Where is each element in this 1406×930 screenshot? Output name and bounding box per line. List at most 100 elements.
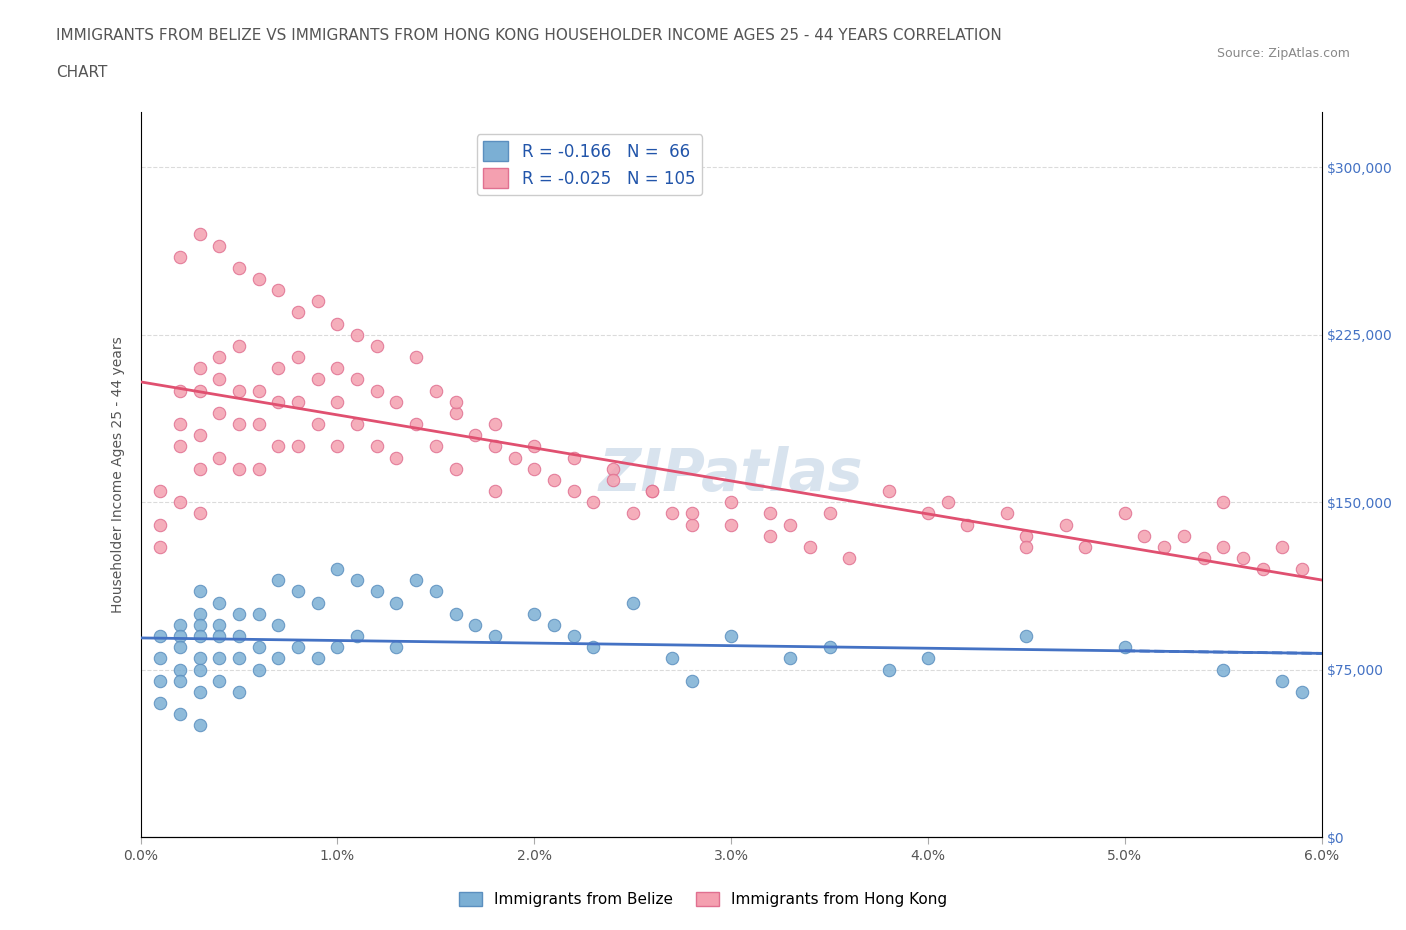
Point (818, 640, 841, 655)
Point (267, 573, 290, 588)
Point (169, 662, 191, 677)
Point (1192, 551, 1215, 565)
Point (326, 640, 349, 655)
Point (247, 272, 270, 286)
Point (169, 629, 191, 644)
Point (562, 450, 585, 465)
Point (366, 584, 388, 599)
Point (444, 461, 467, 476)
Point (188, 428, 211, 443)
Point (149, 484, 172, 498)
Point (188, 383, 211, 398)
Point (661, 651, 683, 666)
Point (188, 584, 211, 599)
Point (444, 606, 467, 621)
Point (818, 506, 841, 521)
Point (464, 618, 486, 632)
Point (1114, 640, 1136, 655)
Point (326, 562, 349, 577)
Point (366, 339, 388, 353)
Point (247, 662, 270, 677)
Point (1251, 562, 1274, 577)
Point (484, 484, 506, 498)
Point (149, 651, 172, 666)
Point (326, 439, 349, 454)
Point (169, 618, 191, 632)
Point (681, 673, 703, 688)
Point (287, 394, 309, 409)
Text: Source: ZipAtlas.com: Source: ZipAtlas.com (1216, 46, 1350, 60)
Point (287, 584, 309, 599)
Point (523, 439, 546, 454)
Y-axis label: Householder Income Ages 25 - 44 years: Householder Income Ages 25 - 44 years (111, 336, 125, 613)
Point (444, 405, 467, 420)
Point (385, 595, 408, 610)
Point (228, 684, 250, 699)
Point (484, 417, 506, 432)
Point (1212, 539, 1234, 554)
Point (188, 684, 211, 699)
Point (208, 350, 231, 365)
Point (228, 606, 250, 621)
Point (582, 640, 605, 655)
Point (307, 595, 329, 610)
Point (208, 238, 231, 253)
Point (287, 350, 309, 365)
Point (169, 383, 191, 398)
Point (484, 629, 506, 644)
Point (759, 506, 782, 521)
Point (602, 461, 624, 476)
Point (720, 517, 742, 532)
Point (1153, 539, 1175, 554)
Point (385, 394, 408, 409)
Point (228, 339, 250, 353)
Point (228, 629, 250, 644)
Point (1291, 684, 1313, 699)
Point (1232, 551, 1254, 565)
Point (405, 573, 427, 588)
Point (385, 450, 408, 465)
Point (228, 461, 250, 476)
Point (346, 372, 368, 387)
Point (503, 450, 526, 465)
Point (405, 350, 427, 365)
Point (228, 651, 250, 666)
Point (1114, 506, 1136, 521)
Point (917, 651, 939, 666)
Point (267, 394, 290, 409)
Point (307, 294, 329, 309)
Point (326, 361, 349, 376)
Point (562, 629, 585, 644)
Point (267, 283, 290, 298)
Point (287, 439, 309, 454)
Point (149, 696, 172, 711)
Point (444, 394, 467, 409)
Point (208, 595, 231, 610)
Point (405, 417, 427, 432)
Point (169, 439, 191, 454)
Point (149, 629, 172, 644)
Point (661, 506, 683, 521)
Point (188, 618, 211, 632)
Point (346, 573, 368, 588)
Point (326, 394, 349, 409)
Point (759, 528, 782, 543)
Text: ZIPatlas: ZIPatlas (599, 445, 863, 503)
Point (188, 461, 211, 476)
Point (720, 495, 742, 510)
Point (1212, 662, 1234, 677)
Point (779, 517, 801, 532)
Point (562, 484, 585, 498)
Point (188, 629, 211, 644)
Legend: Immigrants from Belize, Immigrants from Hong Kong: Immigrants from Belize, Immigrants from … (453, 885, 953, 913)
Point (267, 361, 290, 376)
Point (799, 539, 821, 554)
Point (208, 405, 231, 420)
Point (208, 450, 231, 465)
Point (1133, 528, 1156, 543)
Point (169, 249, 191, 264)
Point (169, 707, 191, 722)
Point (228, 260, 250, 275)
Text: IMMIGRANTS FROM BELIZE VS IMMIGRANTS FROM HONG KONG HOUSEHOLDER INCOME AGES 25 -: IMMIGRANTS FROM BELIZE VS IMMIGRANTS FRO… (56, 28, 1002, 43)
Point (228, 417, 250, 432)
